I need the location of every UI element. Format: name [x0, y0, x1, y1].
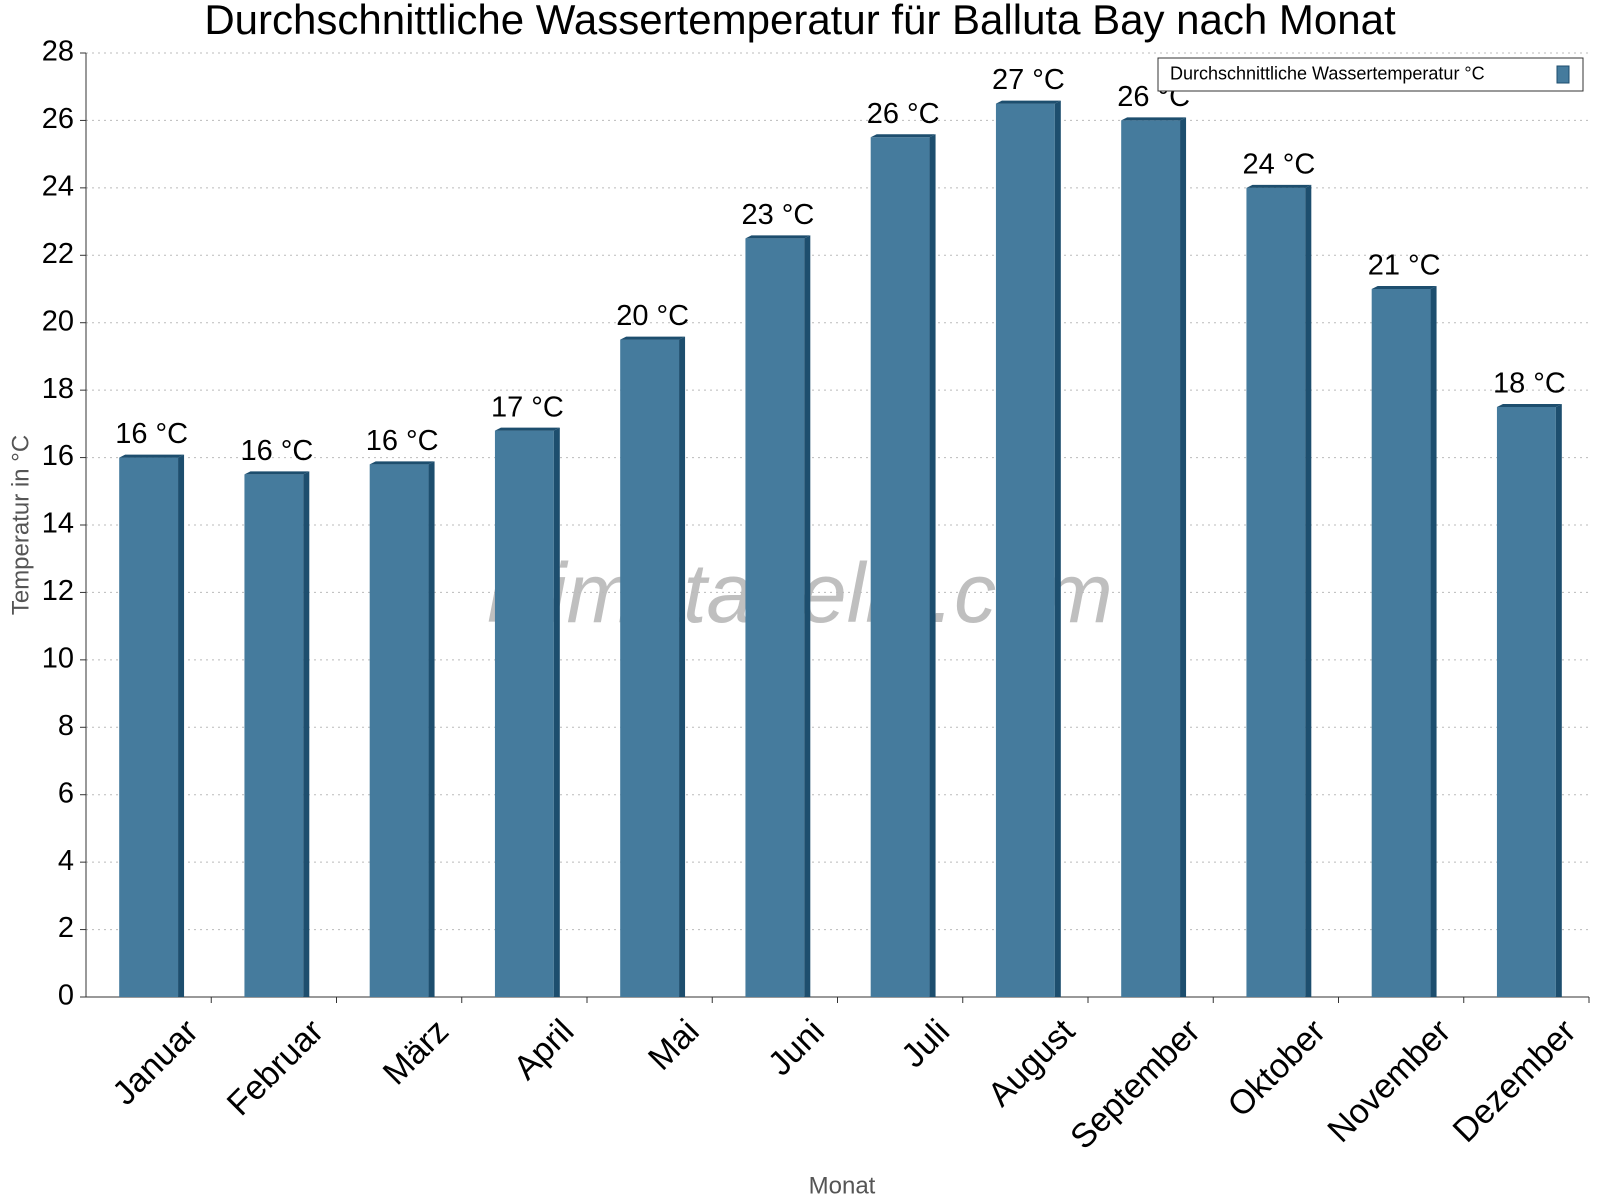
x-tick-label: Februar	[220, 1012, 331, 1123]
bar-side	[1430, 286, 1437, 997]
x-axis-label: Monat	[809, 1172, 876, 1199]
bar-top	[244, 471, 310, 475]
bar-face	[1496, 407, 1556, 997]
y-tick-label: 6	[58, 777, 74, 809]
y-tick-label: 8	[58, 710, 74, 742]
bar-top	[369, 461, 435, 465]
value-label: 16 °C	[366, 425, 439, 457]
bar-face	[244, 474, 304, 997]
y-tick-label: 24	[42, 171, 74, 203]
value-label: 23 °C	[741, 199, 814, 231]
bar	[119, 454, 185, 998]
bar-side	[1305, 184, 1312, 997]
y-tick-label: 26	[42, 103, 74, 135]
bar-side	[1054, 100, 1061, 998]
y-tick-label: 12	[42, 575, 74, 607]
bar-face	[745, 238, 805, 997]
bar-side	[929, 134, 936, 998]
bar-side	[553, 427, 560, 998]
bar-face	[995, 103, 1055, 998]
y-tick-label: 16	[42, 440, 74, 472]
legend-swatch	[1556, 65, 1570, 84]
bar-top	[494, 427, 560, 431]
bar-face	[620, 339, 680, 998]
bar	[1246, 184, 1312, 997]
value-label: 24 °C	[1242, 149, 1315, 181]
y-tick-label: 4	[58, 845, 74, 877]
value-label: 26 °C	[867, 98, 940, 130]
x-tick-label: Dezember	[1446, 1012, 1584, 1150]
bar	[1121, 117, 1187, 997]
y-tick-label: 2	[58, 912, 74, 944]
bar-face	[119, 457, 179, 998]
y-tick-label: 22	[42, 238, 74, 270]
bar	[369, 461, 435, 997]
x-tick-label: März	[376, 1012, 456, 1092]
bar-top	[745, 235, 811, 239]
x-tick-label: Oktober	[1220, 1012, 1332, 1124]
bar-top	[1496, 404, 1562, 407]
bar-face	[870, 137, 930, 998]
bar-side	[1180, 117, 1187, 997]
value-label: 17 °C	[491, 391, 564, 423]
y-tick-label: 20	[42, 305, 74, 337]
y-tick-label: 28	[42, 36, 74, 68]
x-tick-label: Juni	[761, 1012, 832, 1083]
y-tick-label: 10	[42, 643, 74, 675]
bar-top	[870, 134, 936, 138]
bar	[745, 235, 811, 997]
value-label: 16 °C	[115, 418, 188, 450]
bar	[244, 471, 310, 997]
bar	[620, 336, 686, 998]
bar-side	[804, 235, 811, 997]
y-axis-label: Temperatur in °C	[7, 435, 34, 615]
chart-title: Durchschnittliche Wassertemperatur für B…	[204, 0, 1396, 43]
bar-side	[178, 454, 185, 998]
x-tick-label: Mai	[641, 1012, 707, 1078]
bar-face	[1371, 289, 1431, 997]
value-label: 27 °C	[992, 64, 1065, 96]
value-label: 20 °C	[616, 300, 689, 332]
bar	[995, 100, 1061, 998]
y-tick-label: 18	[42, 373, 74, 405]
bar-side	[679, 336, 686, 998]
bar-side	[428, 461, 435, 997]
x-tick-label: Juli	[894, 1012, 957, 1075]
bar-top	[620, 336, 686, 340]
bar	[870, 134, 936, 998]
bar-top	[995, 100, 1061, 104]
bar-top	[1246, 184, 1312, 188]
bar-face	[369, 464, 429, 997]
x-tick-label: November	[1320, 1012, 1458, 1150]
bar-face	[494, 430, 554, 998]
legend-box	[1157, 57, 1584, 92]
x-tick-label: April	[506, 1012, 581, 1087]
value-label: 21 °C	[1368, 250, 1441, 282]
legend-label: Durchschnittliche Wassertemperatur °C	[1170, 63, 1485, 83]
bar-top	[1121, 117, 1187, 121]
bar-side	[1555, 404, 1562, 997]
bar	[1496, 404, 1562, 997]
value-label: 18 °C	[1493, 368, 1566, 400]
bar-face	[1246, 187, 1306, 997]
bar-top	[1371, 286, 1437, 289]
value-label: 16 °C	[240, 435, 313, 467]
bar-side	[303, 471, 310, 997]
bar	[494, 427, 560, 998]
bar-face	[1121, 120, 1181, 997]
x-tick-label: August	[981, 1012, 1083, 1114]
bar	[1371, 286, 1437, 997]
y-tick-label: 14	[42, 508, 74, 540]
x-tick-label: September	[1063, 1012, 1207, 1156]
x-tick-label: Januar	[105, 1012, 205, 1112]
y-tick-label: 0	[58, 980, 74, 1012]
bar-top	[119, 454, 185, 458]
